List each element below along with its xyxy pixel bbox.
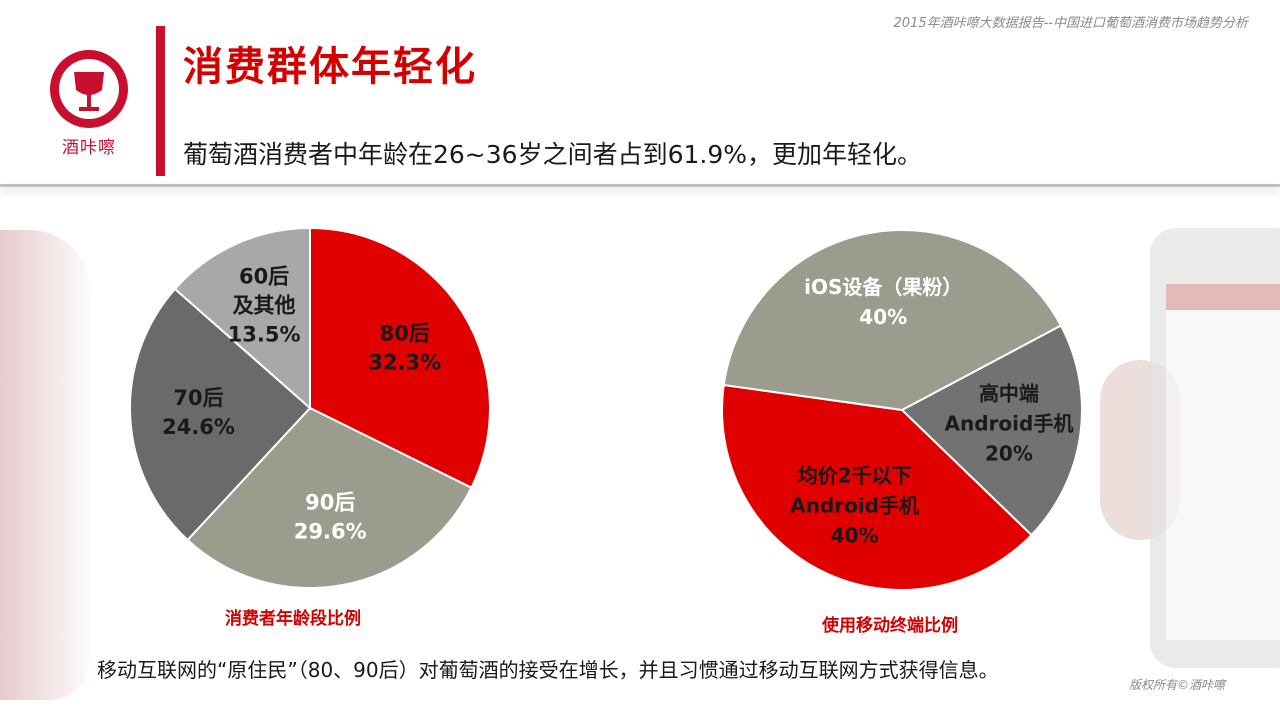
slice-value-70: 24.6%	[162, 415, 235, 439]
pie-slice-android-budget	[721, 383, 1033, 591]
slice-label-70: 70后	[173, 386, 223, 410]
logo: 酒咔嚓	[48, 48, 130, 158]
slice-value-90: 29.6%	[294, 519, 367, 543]
pie-slice-70	[129, 287, 312, 542]
slice-label-android-budget: Android手机	[790, 494, 919, 518]
title-accent-bar	[156, 26, 165, 176]
pie-slice-90	[186, 406, 473, 589]
pie-chart-age-caption: 消费者年龄段比例	[225, 609, 361, 629]
background-phone	[1150, 228, 1280, 668]
logo-icon	[50, 50, 128, 128]
pie-slice-ios	[722, 229, 1063, 412]
footer-text: 移动互联网的“原住民”（80、90后）对葡萄酒的接受在增长，并且习惯通过移动互联…	[97, 658, 999, 682]
slice-value-android-budget: 40%	[831, 524, 879, 548]
subtitle: 葡萄酒消费者中年龄在26~36岁之间者占到61.9%，更加年轻化。	[183, 140, 922, 169]
slice-value-android-high: 20%	[985, 442, 1033, 466]
slice-label-ios: iOS设备（果粉）	[804, 275, 962, 299]
copyright: 版权所有©酒咔嚓	[1129, 678, 1226, 692]
slice-value-80: 32.3%	[368, 351, 441, 375]
pie-slice-60	[173, 226, 311, 411]
slice-value-ios: 40%	[859, 305, 907, 329]
slice-label-android-budget: 均价2千以下	[798, 464, 912, 488]
pie-slice-android-high	[900, 324, 1083, 537]
slice-value-60: 13.5%	[228, 322, 301, 346]
slice-label-90: 90后	[305, 490, 355, 514]
logo-text: 酒咔嚓	[62, 138, 116, 158]
slide-title: 消费群体年轻化	[183, 44, 477, 90]
pie-slice-80	[309, 226, 491, 490]
slice-label-android-high: 高中端	[979, 382, 1039, 406]
slice-label-80: 80后	[380, 322, 430, 346]
background-wine-glass	[0, 230, 90, 700]
slice-label-60: 60后	[239, 264, 289, 288]
report-title: 2015年酒咔嚓大数据报告--中国进口葡萄酒消费市场趋势分析	[893, 16, 1248, 31]
slice-label-60: 及其他	[233, 293, 296, 317]
slice-label-android-high: Android手机	[945, 412, 1074, 436]
pie-chart-device-caption: 使用移动终端比例	[822, 616, 958, 636]
header-divider	[0, 184, 1280, 187]
